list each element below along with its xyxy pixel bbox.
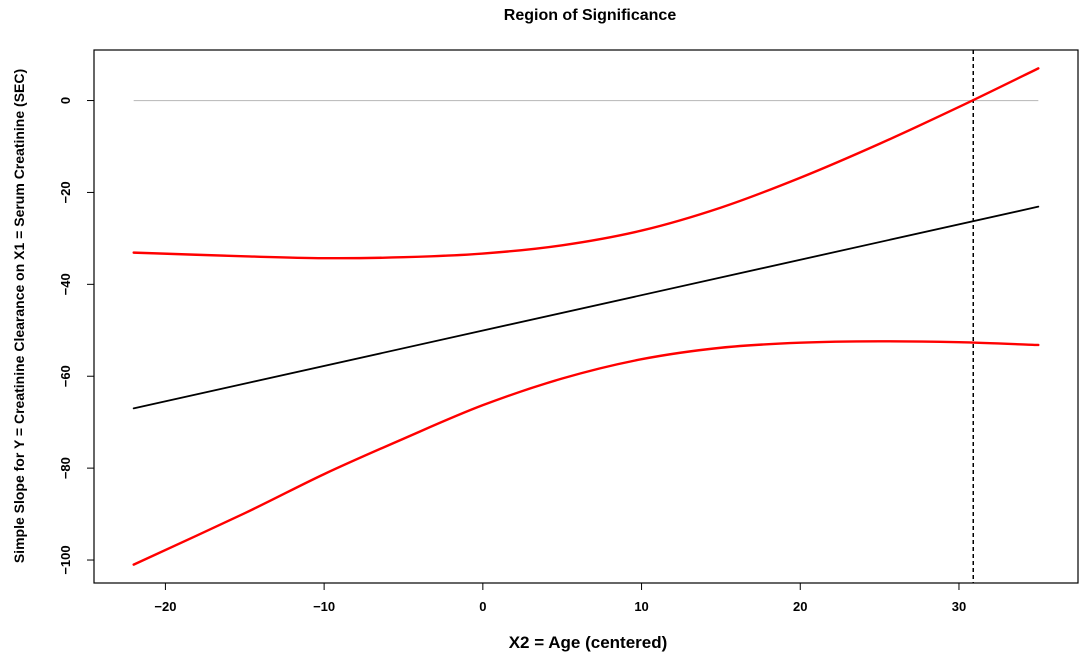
y-tick-label: −80 [58,457,73,479]
x-tick-label: 10 [634,599,648,614]
x-tick-label: −10 [313,599,335,614]
plot-area [132,50,1040,583]
y-axis-label: Simple Slope for Y = Creatinine Clearanc… [11,69,27,563]
y-tick-label: −40 [58,273,73,295]
chart-title: Region of Significance [504,7,677,24]
y-tick-label: −60 [58,365,73,387]
plot-frame [93,49,1079,584]
x-tick-label: 0 [479,599,486,614]
upper-confidence-band-line [132,67,1040,260]
x-axis-label: X2 = Age (centered) [509,633,668,652]
simple-slope-line [132,205,1040,410]
y-tick-label: 0 [58,97,73,104]
y-axis: 0 −20 −40 −60 −80 −100 [58,97,94,575]
y-tick-label: −20 [58,181,73,203]
x-tick-label: 30 [952,599,966,614]
lower-confidence-band-line [132,340,1040,566]
x-tick-label: 20 [793,599,807,614]
x-tick-label: −20 [154,599,176,614]
x-axis: −20 −10 0 10 20 30 [154,583,966,614]
y-tick-label: −100 [58,545,73,574]
